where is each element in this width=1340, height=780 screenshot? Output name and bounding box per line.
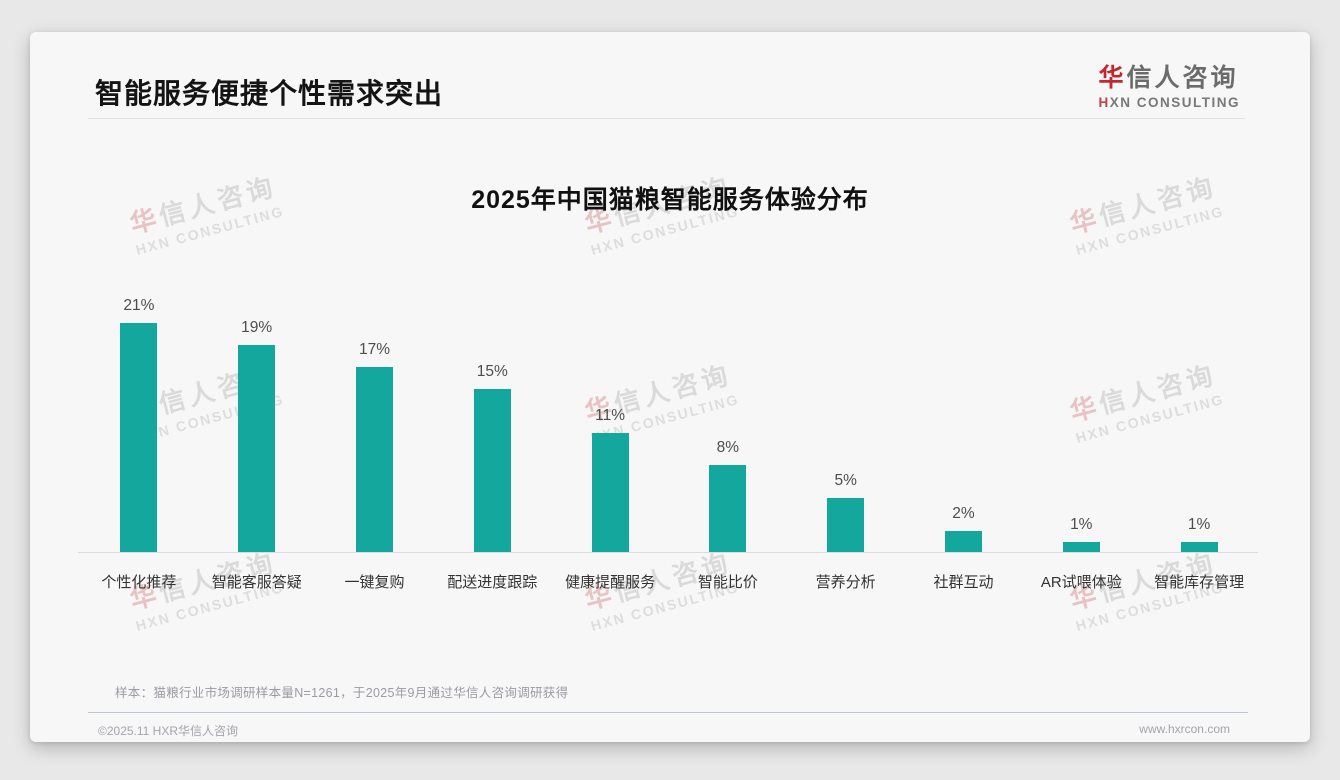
bar-column: 1% <box>1022 253 1140 553</box>
bar-value-label: 8% <box>716 439 740 456</box>
x-axis-label: 个性化推荐 <box>101 574 177 591</box>
x-axis-label: 一键复购 <box>344 574 405 591</box>
bar-columns: 21% 19% 17% 15% 11% 8% 5% 2% 1% 1% <box>80 253 1258 553</box>
bar-value-label: 1% <box>1187 516 1211 533</box>
x-axis-label: 营养分析 <box>815 574 876 591</box>
bar-value-label: 5% <box>834 472 857 489</box>
x-axis-label: 智能客服答疑 <box>211 574 302 591</box>
bar-value-label: 11% <box>595 407 626 424</box>
bar <box>120 323 158 553</box>
brand-logo: 华信人咨询 HXN CONSULTING <box>1099 58 1241 110</box>
header-divider <box>88 118 1245 119</box>
bar-value-label: 21% <box>123 297 155 314</box>
bar-column: 21% <box>80 253 198 553</box>
page-title: 智能服务便捷个性需求突出 <box>95 78 444 109</box>
bar-value-label: 1% <box>1070 516 1093 533</box>
x-axis-label: AR试喂体验 <box>1040 574 1122 591</box>
brand-tagline-accent-char: H <box>1098 95 1110 110</box>
copyright-text: ©2025.11 HXR华信人咨询 <box>98 724 238 738</box>
bar <box>473 389 511 553</box>
bar-column: 1% <box>1140 253 1258 553</box>
bar-value-label: 19% <box>241 319 273 336</box>
bar <box>591 433 629 553</box>
x-axis-line <box>78 552 1258 553</box>
bar <box>238 345 276 553</box>
bar <box>1062 542 1100 553</box>
bar-column: 17% <box>316 253 434 553</box>
bar-column: 11% <box>551 253 669 553</box>
brand-tagline-text: XN CONSULTING <box>1109 95 1240 110</box>
x-axis-label: 健康提醒服务 <box>565 574 656 591</box>
bar-column: 5% <box>787 253 905 553</box>
chart-title: 2025年中国猫粮智能服务体验分布 <box>471 186 869 214</box>
bar <box>1180 542 1218 553</box>
x-axis-label: 社群互动 <box>933 574 994 591</box>
bar-column: 8% <box>669 253 787 553</box>
x-axis-label: 配送进度跟踪 <box>447 574 538 591</box>
bar-column: 15% <box>433 253 551 553</box>
bar-chart: 21% 19% 17% 15% 11% 8% 5% 2% 1% 1% <box>78 253 1258 553</box>
sample-note: 样本：猫粮行业市场调研样本量N=1261，于2025年9月通过华信人咨询调研获得 <box>115 686 569 700</box>
footer: ©2025.11 HXR华信人咨询 www.hxrcon.com <box>98 722 1230 739</box>
bar-value-label: 2% <box>952 505 975 522</box>
x-axis-label: 智能库存管理 <box>1154 574 1245 591</box>
website-url: www.hxrcon.com <box>1139 722 1230 736</box>
bar-column: 19% <box>198 253 316 553</box>
bar-value-label: 17% <box>358 341 390 358</box>
slide-card: 华信人咨询 HXN CONSULTING 华信人咨询 HXN CONSULTING 华信… <box>30 32 1310 742</box>
bar-column: 2% <box>905 253 1023 553</box>
footer-divider <box>88 712 1248 713</box>
brand-logo-accent-char: 华 <box>1098 64 1127 92</box>
brand-logo-tagline: HXN CONSULTING <box>1099 95 1241 110</box>
brand-logo-text: 信人咨询 <box>1126 64 1239 92</box>
bar-value-label: 15% <box>476 363 508 380</box>
bar <box>355 367 393 553</box>
x-axis-label: 智能比价 <box>697 574 758 591</box>
x-axis-labels: 个性化推荐 智能客服答疑 一键复购 配送进度跟踪 健康提醒服务 智能比价 营养分析 社群互动 A… <box>80 571 1258 592</box>
bar <box>827 498 865 553</box>
bar <box>709 465 747 553</box>
brand-logo-chinese: 华信人咨询 <box>1099 58 1241 94</box>
bar <box>944 531 982 553</box>
